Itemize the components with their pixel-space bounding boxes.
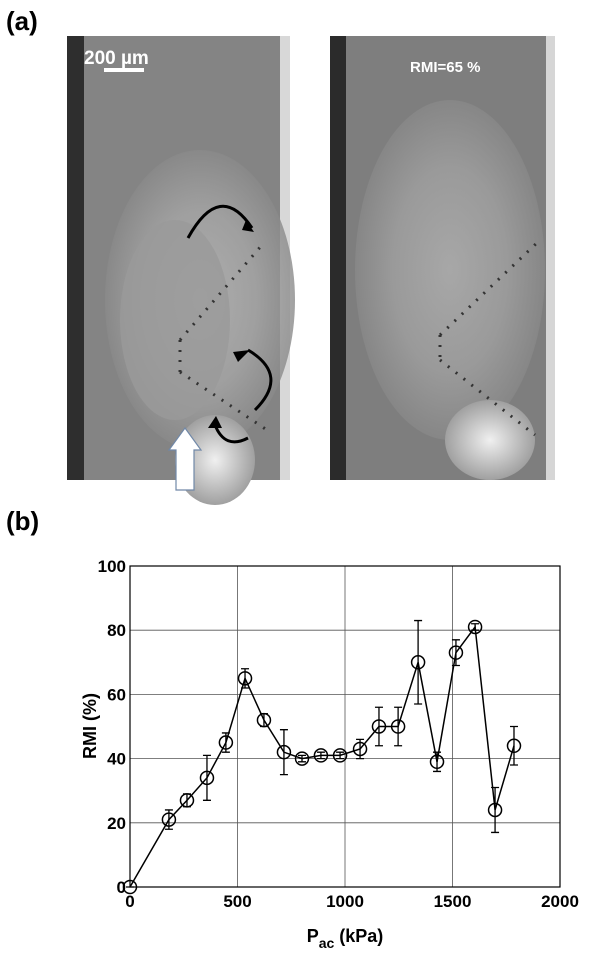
x-axis-label: Pac (kPa) [307, 926, 384, 951]
y-tick-label: 80 [107, 621, 126, 640]
data-point [429, 754, 445, 770]
x-tick-label: 500 [223, 892, 251, 911]
error-bar [491, 786, 500, 834]
x-tick-label: 1500 [434, 892, 472, 911]
error-bar [509, 725, 518, 766]
data-point [467, 619, 483, 635]
y-tick-label: 20 [107, 814, 126, 833]
x-tick-label: 2000 [541, 892, 579, 911]
x-tick-label: 0 [125, 892, 134, 911]
data-point [122, 879, 138, 895]
data-point [352, 741, 368, 757]
micrograph-right: RMI=65 % [330, 36, 555, 480]
error-bar [414, 619, 423, 705]
y-tick-label: 100 [98, 557, 126, 576]
data-point [237, 671, 253, 686]
y-axis-label: RMI (%) [80, 693, 100, 759]
micrograph-left: 200 µm [67, 36, 295, 505]
error-bar [451, 639, 460, 667]
data-point [218, 735, 234, 750]
data-point [332, 748, 348, 763]
y-tick-label: 0 [117, 878, 126, 897]
error-bar [336, 751, 345, 760]
panel-label: (b) [6, 506, 39, 536]
x-tick-label: 1000 [326, 892, 364, 911]
panel-label: (a) [6, 6, 38, 36]
error-bar [182, 793, 191, 808]
data-point [448, 645, 464, 660]
x-label-sub: ac [319, 935, 335, 951]
data-point [487, 802, 503, 818]
y-tick-label: 60 [107, 685, 126, 704]
x-label-main: P [307, 926, 319, 946]
data-point [410, 655, 426, 670]
data-point [276, 744, 292, 760]
data-point [199, 770, 215, 786]
data-point [371, 719, 387, 734]
error-bar [202, 754, 211, 801]
y-tick-label: 40 [107, 750, 126, 769]
data-point [179, 793, 195, 808]
error-bar [298, 754, 306, 763]
plot-frame [129, 565, 561, 888]
data-point [294, 751, 310, 766]
data-point [506, 738, 522, 754]
x-label-rest: (kPa) [334, 926, 383, 946]
error-bar [471, 623, 480, 631]
rmi-label: RMI=65 % [410, 59, 480, 76]
error-bar [374, 706, 383, 747]
scale-bar-label: 200 µm [84, 48, 149, 69]
data-point [256, 712, 272, 728]
error-bar [316, 751, 325, 760]
data-point [313, 748, 329, 763]
data-point [161, 812, 177, 827]
error-bar [279, 729, 288, 776]
data-point [390, 719, 406, 734]
error-bar [394, 706, 403, 747]
